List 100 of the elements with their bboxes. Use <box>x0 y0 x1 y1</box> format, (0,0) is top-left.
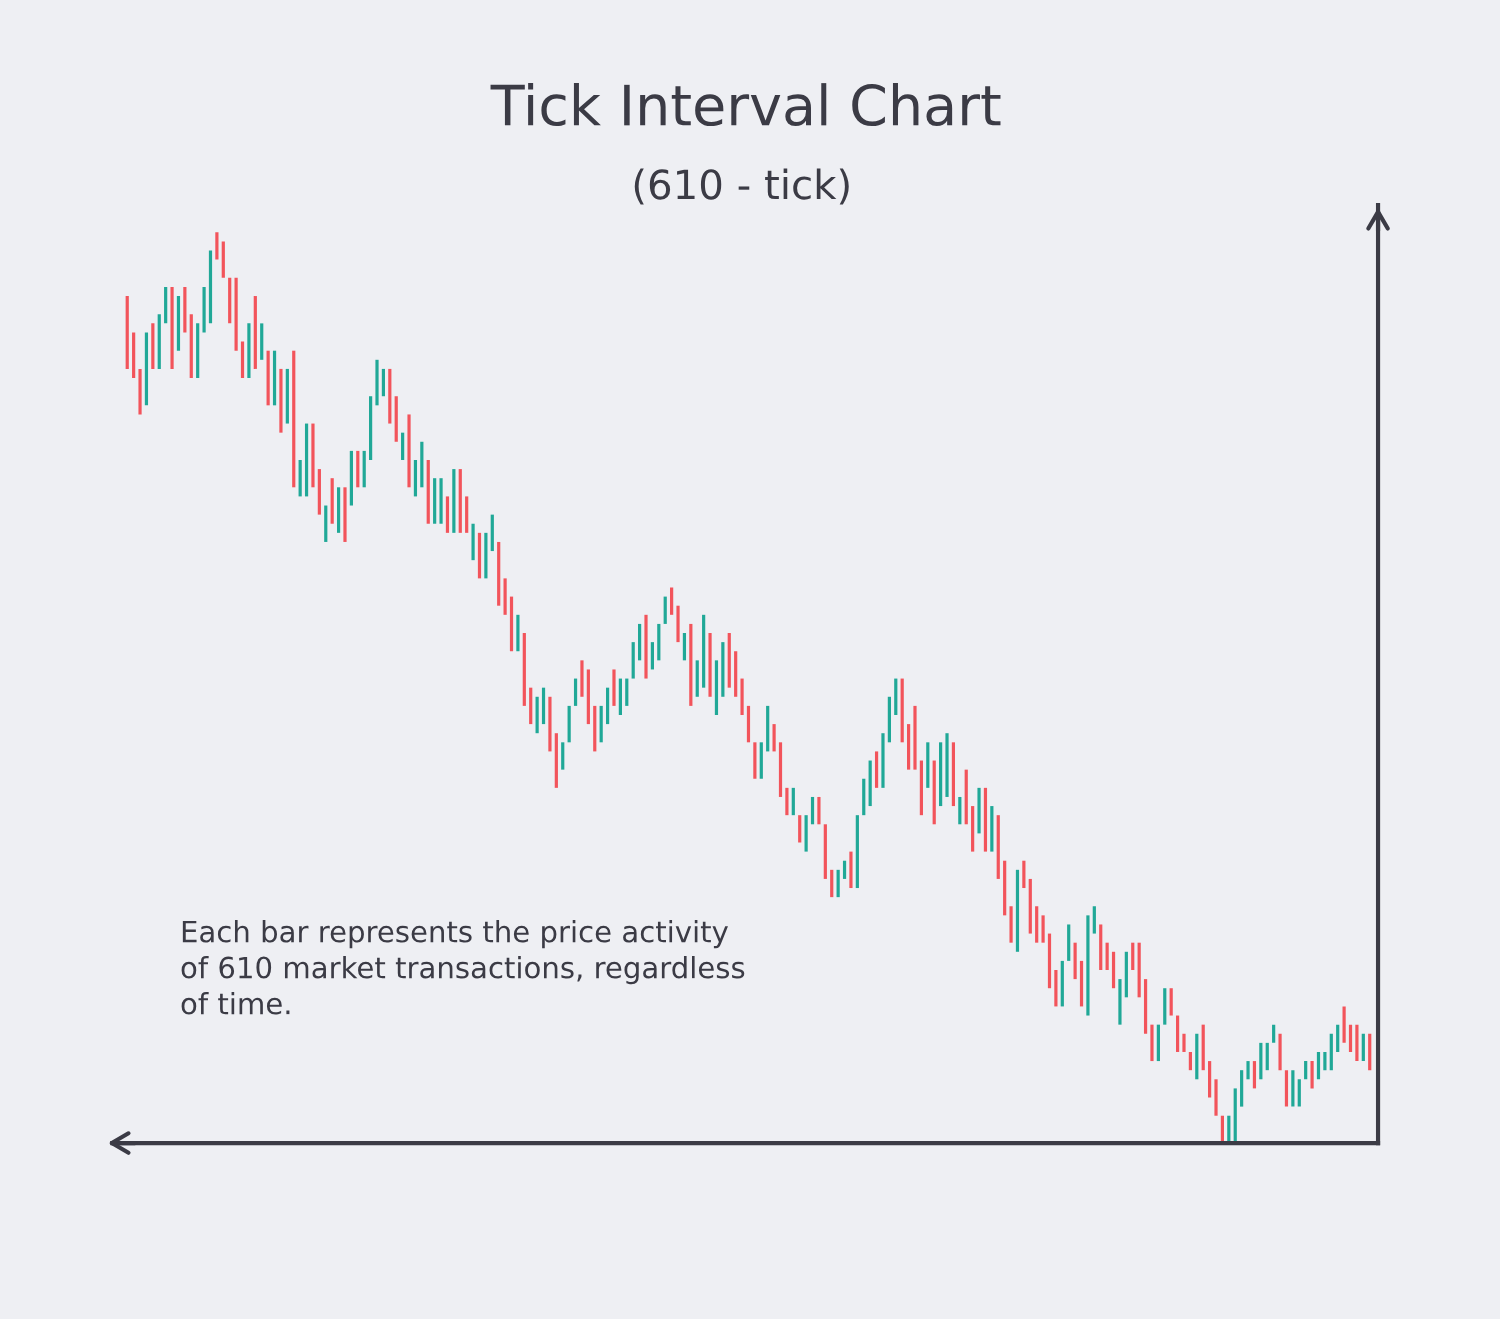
candlestick <box>1169 988 1173 1016</box>
candlestick <box>1150 1024 1154 1062</box>
candlestick <box>272 350 277 406</box>
candlestick <box>1310 1061 1314 1089</box>
candlestick <box>1067 924 1071 961</box>
candlestick <box>151 323 155 369</box>
candlestick <box>413 459 418 497</box>
candlestick <box>849 851 853 889</box>
candlestick <box>1272 1024 1276 1043</box>
candlestick <box>1233 1088 1237 1144</box>
candlestick <box>1105 942 1109 970</box>
candlestick <box>240 341 245 379</box>
candlestick <box>734 651 738 697</box>
candlestick <box>1195 1033 1199 1080</box>
candlestick <box>625 678 629 706</box>
candlestick <box>791 787 795 816</box>
candlestick <box>1361 1033 1365 1062</box>
candlestick <box>1003 860 1007 916</box>
candlestick <box>1028 878 1032 934</box>
candlestick <box>228 277 232 324</box>
candlestick <box>1041 915 1045 943</box>
candlestick <box>426 459 430 524</box>
candlestick <box>1368 1033 1372 1071</box>
candlestick <box>1143 979 1148 1034</box>
candlestick <box>1086 915 1090 1016</box>
candlestick <box>1118 979 1122 1025</box>
candlestick <box>1278 1033 1282 1071</box>
candlestick <box>529 687 533 725</box>
candlestick <box>516 614 520 652</box>
candlestick <box>798 815 802 843</box>
candlestick <box>497 541 501 606</box>
candlestick <box>887 696 891 743</box>
candlestick <box>503 578 507 615</box>
candlestick <box>311 423 315 488</box>
candlestick <box>362 450 366 488</box>
candlestick <box>1348 1024 1353 1052</box>
candlestick <box>1175 1015 1180 1052</box>
candlestick <box>746 705 751 743</box>
candlestick <box>330 478 334 524</box>
candlestick <box>1035 906 1039 943</box>
candlestick <box>1182 1033 1186 1052</box>
candlestick <box>900 678 904 743</box>
candlestick <box>1214 1079 1218 1116</box>
candlestick <box>1079 960 1084 1007</box>
candlestick <box>945 733 949 797</box>
candlestick <box>1304 1061 1308 1080</box>
candlestick <box>260 323 264 360</box>
candlestick <box>830 869 834 898</box>
candlestick <box>573 678 578 706</box>
candlestick <box>433 478 437 524</box>
candlestick <box>554 733 558 788</box>
candlestick <box>1284 1070 1289 1107</box>
candlestick <box>1355 1024 1359 1062</box>
candlestick <box>1047 933 1052 989</box>
chart-subtitle: (610 - tick) <box>634 168 849 205</box>
candlestick <box>369 396 373 460</box>
candlestick <box>1111 951 1116 989</box>
candlestick <box>1073 942 1077 980</box>
candlestick <box>1208 1061 1212 1098</box>
candlestick <box>1291 1070 1295 1107</box>
candlestick <box>644 614 648 679</box>
candlestick <box>1124 951 1128 998</box>
candlestick <box>1259 1042 1263 1080</box>
candlestick <box>753 742 757 779</box>
candlestick <box>522 633 526 706</box>
candlestick <box>253 296 257 369</box>
candlestick <box>266 350 270 406</box>
candlestick <box>650 642 655 670</box>
candlestick <box>1252 1061 1257 1089</box>
candlestick <box>132 332 136 379</box>
candlestick <box>1201 1024 1205 1071</box>
candlestick <box>567 705 571 743</box>
candlestick <box>196 323 200 379</box>
candlestick <box>490 514 494 552</box>
candlestick <box>1297 1079 1301 1107</box>
candlestick <box>317 469 321 515</box>
candlestick <box>221 241 225 278</box>
candlestick <box>983 787 988 852</box>
candlestick <box>1015 869 1020 952</box>
candlestick <box>285 368 289 424</box>
candlestick <box>189 314 193 379</box>
candlestick <box>612 669 616 706</box>
candlestick <box>509 596 514 652</box>
candlestick <box>1022 860 1026 889</box>
candlestick <box>727 633 731 688</box>
candlestick <box>304 423 309 497</box>
candlestick <box>445 496 450 533</box>
candlestick <box>631 642 635 679</box>
candlestick <box>676 605 680 643</box>
candlestick <box>215 232 219 260</box>
candlestick <box>785 787 789 816</box>
candlestick <box>906 724 911 770</box>
candlestick <box>842 860 847 879</box>
candlestick <box>881 733 885 788</box>
candlestick <box>561 742 565 770</box>
candlestick <box>605 687 610 725</box>
candlestick <box>817 796 821 825</box>
candlestick <box>471 523 475 561</box>
candlestick <box>388 368 392 424</box>
candlestick <box>138 368 142 415</box>
